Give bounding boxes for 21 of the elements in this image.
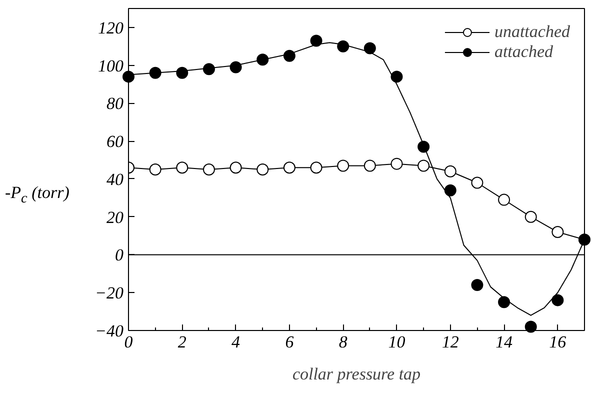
y-tick-label: 60 — [106, 132, 124, 152]
y-tick-label: 40 — [106, 170, 124, 189]
x-tick-label: 6 — [285, 332, 294, 352]
y-axis-title: -P$_{c}$ (torr) — [5, 182, 70, 208]
y-tick-label: −40 — [95, 322, 124, 340]
legend-label: unattached — [494, 22, 570, 42]
x-tick-label: 16 — [549, 332, 567, 352]
x-tick-label: 4 — [232, 332, 241, 352]
y-tick-label: 80 — [106, 94, 124, 114]
x-tick-label: 8 — [338, 332, 348, 352]
y-tick-label: −20 — [95, 284, 124, 303]
x-tick-label: 14 — [496, 332, 514, 352]
y-tick-label: 20 — [106, 208, 124, 227]
x-axis-title: collar pressure tap — [292, 364, 421, 384]
x-tick-label: 10 — [388, 332, 406, 352]
legend-label: attached — [494, 42, 553, 62]
x-tick-label: 2 — [178, 332, 187, 352]
y-tick-label: 100 — [98, 56, 124, 76]
y-tick-label: 0 — [115, 246, 124, 265]
y-tick-label: 120 — [98, 18, 124, 38]
x-tick-label: 12 — [442, 332, 460, 352]
